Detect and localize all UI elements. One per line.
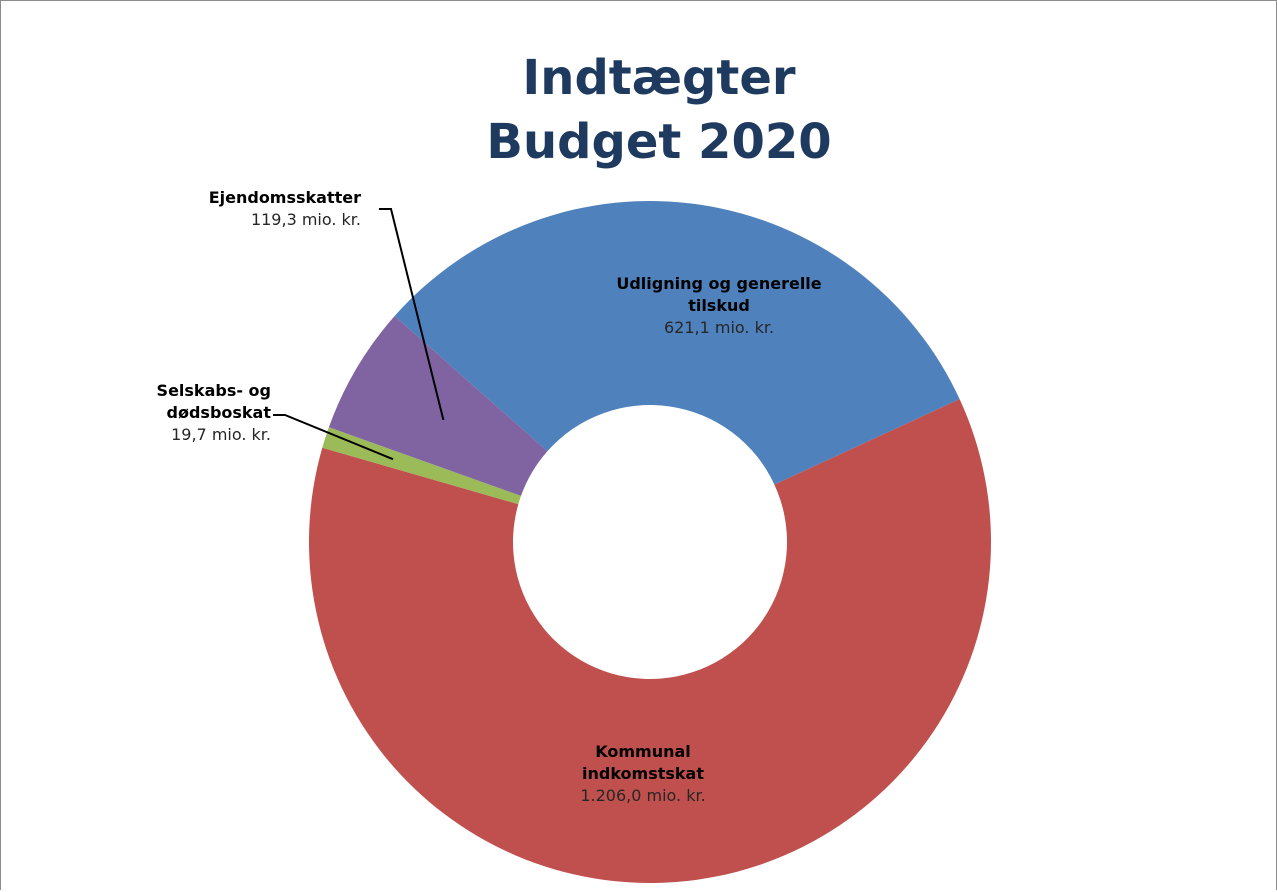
label-name-kommunal-indkomstskat-line-2: indkomstskat	[582, 764, 704, 783]
leader-lines	[273, 208, 445, 461]
donut-slices	[309, 200, 991, 883]
slice-ejendomsskatter	[328, 316, 548, 496]
chart-title-line-1: Indtægter	[522, 50, 795, 106]
label-value-selskabs-og-d-dsboskat: 19,7 mio. kr.	[171, 425, 271, 444]
leader-line-selskabs-og-d-dsboskat	[273, 414, 394, 461]
label-value-kommunal-indkomstskat: 1.206,0 mio. kr.	[580, 786, 705, 805]
label-name-selskabs-og-d-dsboskat-line-2: dødsboskat	[167, 403, 272, 422]
label-value-ejendomsskatter: 119,3 mio. kr.	[251, 210, 361, 229]
label-name-udligning-og-generelle-tilskud-line-2: tilskud	[688, 296, 750, 315]
label-name-kommunal-indkomstskat-line-1: Kommunal	[595, 742, 691, 761]
label-value-udligning-og-generelle-tilskud: 621,1 mio. kr.	[664, 318, 774, 337]
slice-udligning-og-generelle-tilskud	[394, 200, 960, 485]
data-labels: Udligning og generelle tilskud 621,1 mio. …	[157, 188, 822, 805]
chart-title-line-2: Budget 2020	[486, 114, 831, 170]
label-name-selskabs-og-d-dsboskat-line-1: Selskabs- og	[157, 381, 271, 400]
leader-line-ejendomsskatter	[379, 208, 445, 421]
label-name-udligning-og-generelle-tilskud-line-1: Udligning og generelle	[616, 274, 821, 293]
slice-selskabs-og-d-dsboskat	[322, 427, 521, 505]
slice-kommunal-indkomstskat	[309, 399, 991, 883]
label-name-ejendomsskatter-line-1: Ejendomsskatter	[209, 188, 361, 207]
